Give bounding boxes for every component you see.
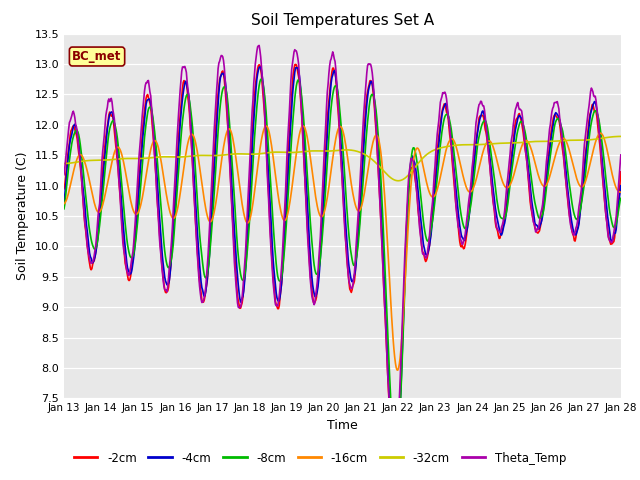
-4cm bbox=[412, 165, 419, 171]
Line: Theta_Temp: Theta_Temp bbox=[64, 46, 621, 451]
-16cm bbox=[70, 166, 78, 172]
-16cm bbox=[412, 147, 419, 153]
Theta_Temp bbox=[412, 179, 419, 185]
-8cm bbox=[258, 76, 266, 82]
Line: -32cm: -32cm bbox=[64, 136, 621, 181]
Y-axis label: Soil Temperature (C): Soil Temperature (C) bbox=[16, 152, 29, 280]
-32cm bbox=[70, 160, 78, 166]
-8cm bbox=[127, 255, 135, 261]
-2cm bbox=[412, 180, 419, 185]
-4cm bbox=[256, 64, 264, 70]
-4cm bbox=[184, 87, 192, 93]
-16cm bbox=[394, 367, 402, 373]
-2cm bbox=[60, 186, 68, 192]
-2cm bbox=[617, 169, 625, 175]
Line: -2cm: -2cm bbox=[64, 64, 621, 462]
-32cm bbox=[184, 154, 192, 159]
Theta_Temp bbox=[428, 205, 436, 211]
Theta_Temp bbox=[617, 152, 625, 158]
-32cm bbox=[411, 165, 419, 170]
-4cm bbox=[70, 122, 78, 128]
-8cm bbox=[70, 132, 78, 137]
-32cm bbox=[428, 149, 435, 155]
-16cm bbox=[60, 201, 68, 206]
-32cm bbox=[617, 133, 625, 139]
-2cm bbox=[292, 61, 300, 67]
Theta_Temp bbox=[214, 78, 221, 84]
-32cm bbox=[60, 161, 68, 167]
Title: Soil Temperatures Set A: Soil Temperatures Set A bbox=[251, 13, 434, 28]
-32cm bbox=[395, 178, 403, 184]
-2cm bbox=[214, 98, 221, 104]
-16cm bbox=[300, 123, 307, 129]
-2cm bbox=[428, 217, 436, 223]
-2cm bbox=[127, 267, 135, 273]
-8cm bbox=[214, 140, 221, 146]
-32cm bbox=[127, 156, 135, 161]
-8cm bbox=[428, 222, 436, 228]
Text: BC_met: BC_met bbox=[72, 50, 122, 63]
-8cm bbox=[184, 92, 192, 98]
Theta_Temp bbox=[390, 448, 397, 454]
Legend: -2cm, -4cm, -8cm, -16cm, -32cm, Theta_Temp: -2cm, -4cm, -8cm, -16cm, -32cm, Theta_Te… bbox=[69, 447, 571, 469]
Theta_Temp bbox=[127, 258, 135, 264]
Theta_Temp bbox=[184, 86, 192, 92]
Theta_Temp bbox=[60, 172, 68, 178]
Line: -4cm: -4cm bbox=[64, 67, 621, 467]
Line: -16cm: -16cm bbox=[64, 126, 621, 370]
-4cm bbox=[60, 199, 68, 204]
-4cm bbox=[392, 464, 399, 470]
Theta_Temp bbox=[70, 111, 78, 117]
-2cm bbox=[391, 459, 399, 465]
X-axis label: Time: Time bbox=[327, 419, 358, 432]
-16cm bbox=[214, 190, 221, 196]
-4cm bbox=[428, 224, 436, 230]
-8cm bbox=[60, 206, 68, 212]
-2cm bbox=[184, 95, 192, 100]
-2cm bbox=[70, 124, 78, 130]
-8cm bbox=[617, 195, 625, 201]
-32cm bbox=[214, 153, 221, 158]
-16cm bbox=[127, 201, 135, 207]
Theta_Temp bbox=[255, 43, 263, 48]
-4cm bbox=[127, 269, 135, 275]
-16cm bbox=[184, 140, 192, 146]
-8cm bbox=[412, 150, 419, 156]
-16cm bbox=[617, 189, 625, 195]
-8cm bbox=[392, 453, 399, 458]
Line: -8cm: -8cm bbox=[64, 79, 621, 456]
-16cm bbox=[428, 194, 436, 200]
-4cm bbox=[617, 183, 625, 189]
-4cm bbox=[214, 113, 221, 119]
